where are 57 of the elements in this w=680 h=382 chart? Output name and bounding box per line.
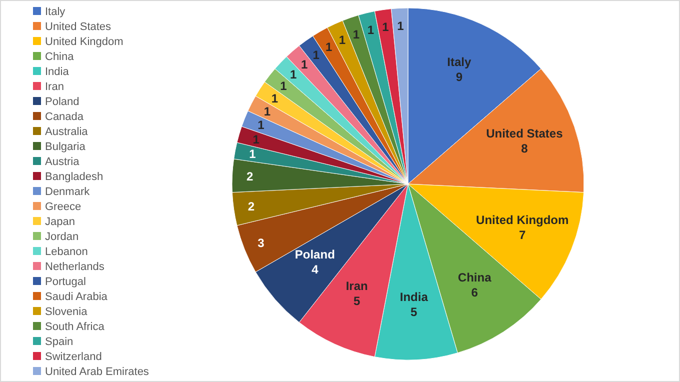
legend-label: Japan: [45, 216, 75, 228]
data-label: 2: [248, 200, 255, 214]
legend-label: Slovenia: [45, 306, 88, 318]
legend-label: Austria: [45, 156, 80, 168]
legend-label: China: [45, 51, 75, 63]
slice-label: Iran: [346, 279, 368, 294]
data-label: 5: [353, 294, 360, 308]
data-label: 2: [246, 169, 254, 184]
data-label: 6: [471, 286, 478, 300]
data-label: 1: [249, 147, 256, 162]
slice-label: United Kingdom: [476, 212, 569, 227]
data-label: 1: [264, 104, 271, 118]
legend-label: United Arab Emirates: [45, 366, 150, 378]
legend-label: Spain: [45, 336, 74, 348]
data-label: 1: [300, 57, 308, 72]
legend-label: Italy: [45, 6, 66, 18]
data-label: 7: [519, 228, 526, 242]
legend-label: Lebanon: [45, 246, 88, 258]
legend-label: Jordan: [45, 231, 79, 243]
data-label: 1: [252, 132, 260, 146]
legend-label: United Kingdom: [45, 36, 124, 48]
slice-label: Italy: [447, 54, 472, 69]
legend-label: Denmark: [45, 186, 90, 198]
data-label: 1: [397, 18, 404, 33]
legend-label: Portugal: [45, 276, 86, 288]
legend-label: Canada: [45, 111, 84, 123]
legend-label: Bangladesh: [45, 171, 104, 183]
data-label: 9: [456, 70, 463, 84]
legend-label: Bulgaria: [45, 141, 86, 153]
data-label: 1: [367, 23, 374, 38]
legend-label: Netherlands: [45, 261, 105, 273]
legend-label: Greece: [45, 201, 82, 213]
slice-label: Poland: [294, 248, 335, 262]
data-label: 1: [271, 91, 278, 106]
slice-label: China: [458, 270, 492, 285]
data-label: 8: [521, 142, 528, 156]
legend-label: Australia: [45, 126, 89, 138]
data-label: 4: [312, 262, 319, 277]
data-label: 1: [382, 20, 390, 34]
legend-label: United States: [45, 21, 112, 33]
legend-label: Switzerland: [45, 351, 102, 363]
data-label: 3: [258, 236, 265, 250]
legend-label: South Africa: [45, 321, 106, 333]
data-label: 1: [290, 68, 298, 82]
slice-label: India: [400, 290, 428, 304]
legend-label: Iran: [45, 81, 64, 93]
data-label: 1: [258, 118, 265, 132]
data-label: 1: [325, 40, 332, 54]
data-label: 1: [338, 32, 346, 47]
legend-label: Poland: [45, 96, 80, 108]
data-label: 1: [312, 48, 320, 62]
legend-label: India: [45, 66, 70, 78]
data-label: 1: [352, 27, 360, 42]
data-label: 1: [280, 79, 288, 94]
slice-label: United States: [486, 126, 564, 141]
data-label: 5: [410, 305, 418, 320]
legend-label: Saudi Arabia: [45, 291, 108, 303]
